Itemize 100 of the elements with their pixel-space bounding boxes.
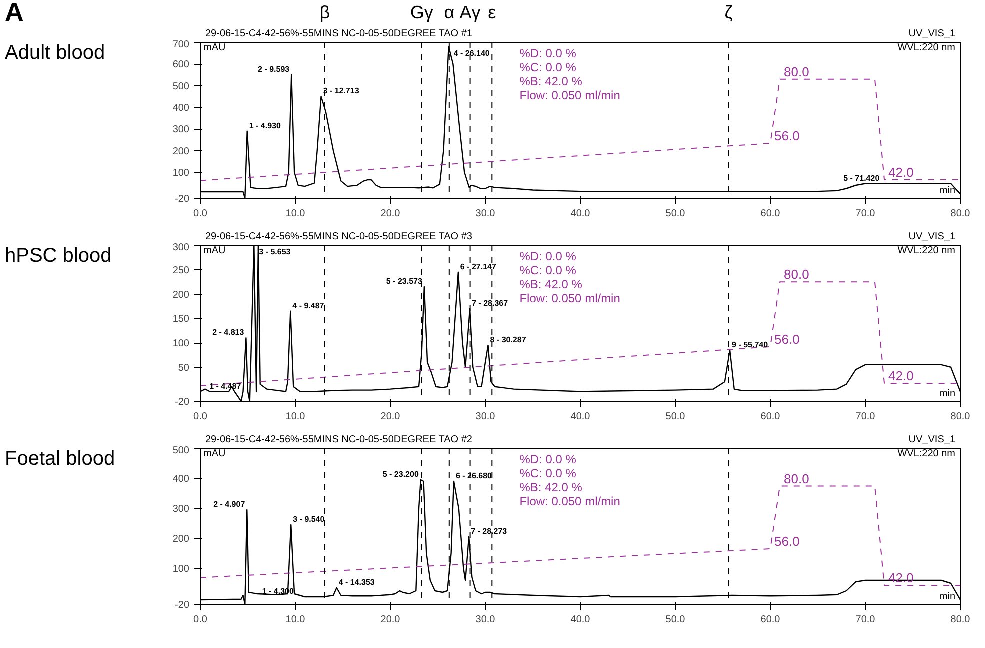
x-tick-label: 50.0 <box>666 412 686 422</box>
y-tick-label: -20 <box>175 600 190 611</box>
y-tick-label: 500 <box>172 81 190 92</box>
annotation: %B: 42.0 % <box>520 74 583 88</box>
y-tick-label: -20 <box>175 194 190 205</box>
text: 29-06-15-C4-42-56%-55MINS NC-0-05-50DEGREE TAO #3 <box>206 232 473 242</box>
y-tick-label: 200 <box>172 534 190 545</box>
x-tick-label: 40.0 <box>570 614 591 626</box>
annotation: min <box>939 592 956 602</box>
x-tick-label: 30.0 <box>476 208 496 220</box>
ref-line-label: Aγ <box>460 2 481 22</box>
annotation: mAU <box>204 448 226 460</box>
annotation: %D: 0.0 % <box>520 250 577 264</box>
chart-title: hPSC blood <box>5 245 112 268</box>
x-tick-label: 30.0 <box>476 614 496 626</box>
x-tick-label: 60.0 <box>760 412 781 422</box>
ref-line-label: β <box>320 2 330 22</box>
x-tick-label: 80.0 <box>950 208 971 220</box>
x-tick-label: 10.0 <box>286 412 306 422</box>
x-tick-label: 30.0 <box>476 412 496 422</box>
annotation: 8 - 30.287 <box>490 335 527 344</box>
annotation: 4 - 9.487 <box>292 301 325 310</box>
x-tick-label: 10.0 <box>286 208 306 220</box>
y-tick-label: 500 <box>172 446 190 456</box>
annotation: 42.0 <box>888 368 914 384</box>
annotation: WVL:220 nm <box>898 448 956 460</box>
annotation: 80.0 <box>784 64 810 80</box>
y-tick-label: 300 <box>172 124 190 136</box>
annotation: Flow: 0.050 ml/min <box>520 292 620 306</box>
annotation: 3 - 9.540 <box>293 515 326 524</box>
annotation: 9 - 55.740 <box>732 340 769 350</box>
ref-line-label: ζ <box>724 2 733 22</box>
annotation: 1 - 4.487 <box>210 382 242 391</box>
y-tick-label: 200 <box>172 290 190 301</box>
annotation: 7 - 28.367 <box>472 298 509 308</box>
x-tick-label: 80.0 <box>950 614 971 626</box>
annotation: %D: 0.0 % <box>520 46 577 60</box>
y-tick-label: 50 <box>178 362 190 374</box>
x-tick-label: 10.0 <box>286 614 306 626</box>
ref-line-label: α <box>444 2 455 22</box>
x-tick-label: 70.0 <box>856 412 876 422</box>
chart-title: Foetal blood <box>5 448 116 471</box>
annotation: 56.0 <box>774 332 800 347</box>
annotation: 56.0 <box>774 534 800 549</box>
y-tick-label: 150 <box>172 314 190 326</box>
annotation: min <box>939 388 956 400</box>
annotation: Flow: 0.050 ml/min <box>520 494 620 508</box>
annotation: 2 - 4.907 <box>214 500 246 509</box>
annotation: 5 - 23.573 <box>386 276 423 286</box>
x-tick-label: 0.0 <box>194 614 208 626</box>
text: 29-06-15-C4-42-56%-55MINS NC-0-05-50DEGREE TAO #2 <box>206 434 473 446</box>
text: A <box>5 0 25 28</box>
chart-title: Adult blood <box>5 42 106 65</box>
annotation: 80.0 <box>784 471 810 486</box>
annotation: 80.0 <box>784 267 810 282</box>
text: UV_VIS_1 <box>908 232 956 242</box>
x-tick-label: 20.0 <box>380 614 401 626</box>
x-tick-label: 80.0 <box>950 412 971 422</box>
x-tick-label: 50.0 <box>666 208 686 220</box>
x-tick-label: 70.0 <box>856 614 876 626</box>
x-tick-label: 60.0 <box>760 614 781 626</box>
annotation: 4 - 26.140 <box>454 48 490 58</box>
y-tick-label: 600 <box>172 60 190 71</box>
annotation: Flow: 0.050 ml/min <box>520 88 620 102</box>
x-tick-label: 60.0 <box>760 208 781 220</box>
annotation: WVL:220 nm <box>898 42 956 54</box>
x-tick-label: 0.0 <box>194 412 208 422</box>
y-tick-label: 400 <box>172 474 190 485</box>
ref-line-label: ε <box>488 2 496 22</box>
annotation: %B: 42.0 % <box>520 480 583 494</box>
x-tick-label: 50.0 <box>666 614 686 626</box>
annotation: 5 - 23.200 <box>382 470 420 479</box>
annotation: 4 - 14.353 <box>338 578 376 587</box>
annotation: 56.0 <box>774 128 800 144</box>
x-tick-label: 40.0 <box>570 412 591 422</box>
annotation: min <box>939 186 956 196</box>
ref-line-label: Gγ <box>410 2 434 22</box>
annotation: %C: 0.0 % <box>520 264 577 278</box>
line-series <box>200 78 960 182</box>
y-tick-label: 200 <box>172 146 190 158</box>
annotation: %B: 42.0 % <box>520 278 583 292</box>
y-tick-label: -20 <box>175 397 190 408</box>
x-tick-label: 20.0 <box>380 208 401 220</box>
annotation: 7 - 28.273 <box>471 527 508 536</box>
annotation: mAU <box>204 42 226 54</box>
y-tick-label: 100 <box>172 168 190 179</box>
annotation: 5 - 71.420 <box>844 174 880 183</box>
annotation: 6 - 27.147 <box>460 262 498 272</box>
text: 29-06-15-C4-42-56%-55MINS NC-0-05-50DEGREE TAO #1 <box>206 28 473 40</box>
annotation: %C: 0.0 % <box>520 60 577 74</box>
y-tick-label: 100 <box>172 564 190 575</box>
y-tick-label: 300 <box>172 504 190 515</box>
text: UV_VIS_1 <box>908 434 956 446</box>
y-tick-label: 700 <box>172 40 190 50</box>
annotation: mAU <box>204 246 226 256</box>
annotation: 2 - 9.593 <box>258 65 290 74</box>
annotation: 2 - 4.813 <box>212 328 245 338</box>
annotation: 3 - 12.713 <box>323 86 360 96</box>
x-tick-label: 40.0 <box>570 208 591 220</box>
x-tick-label: 20.0 <box>380 412 401 422</box>
